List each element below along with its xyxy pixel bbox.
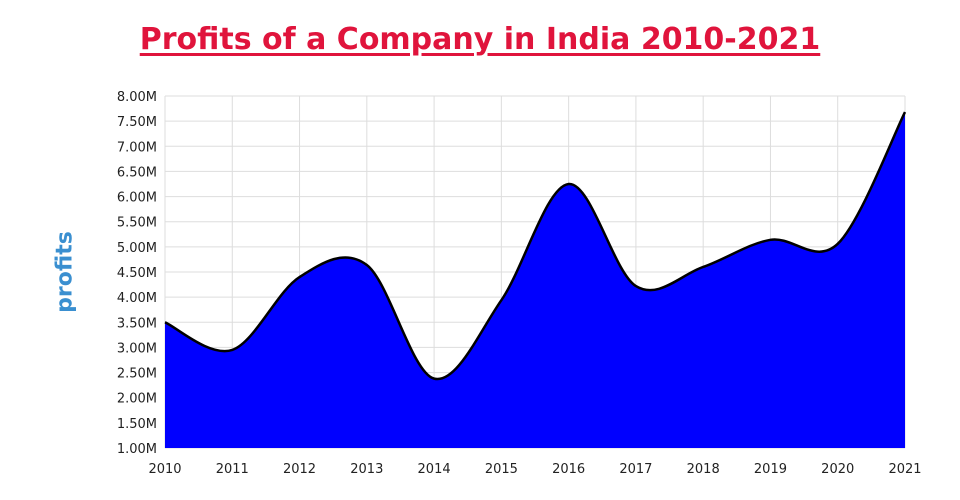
y-tick-label: 7.50M [117,115,157,130]
y-tick-label: 2.00M [117,392,157,407]
y-tick-label: 3.50M [117,316,157,331]
y-tick-label: 6.50M [117,165,157,180]
x-tick-label: 2018 [687,462,720,477]
x-tick-label: 2010 [148,462,181,477]
x-tick-label: 2015 [485,462,518,477]
y-tick-label: 8.00M [117,90,157,105]
x-tick-label: 2013 [350,462,383,477]
y-tick-label: 6.00M [117,191,157,206]
y-tick-label: 3.00M [117,341,157,356]
x-tick-label: 2016 [552,462,585,477]
y-tick-label: 1.00M [117,442,157,457]
y-tick-label: 5.00M [117,241,157,256]
x-tick-label: 2017 [619,462,652,477]
y-tick-label: 7.00M [117,140,157,155]
x-tick-label: 2020 [821,462,854,477]
y-tick-label: 4.50M [117,266,157,281]
x-tick-label: 2019 [754,462,787,477]
y-tick-label: 4.00M [117,291,157,306]
area-fill [165,112,905,448]
x-tick-label: 2014 [418,462,451,477]
y-tick-label: 5.50M [117,216,157,231]
x-tick-label: 2011 [216,462,249,477]
y-tick-label: 2.50M [117,367,157,382]
y-tick-label: 1.50M [117,417,157,432]
chart-title: Profits of a Company in India 2010-2021 [139,22,821,57]
x-tick-label: 2012 [283,462,316,477]
x-tick-label: 2021 [888,462,921,477]
